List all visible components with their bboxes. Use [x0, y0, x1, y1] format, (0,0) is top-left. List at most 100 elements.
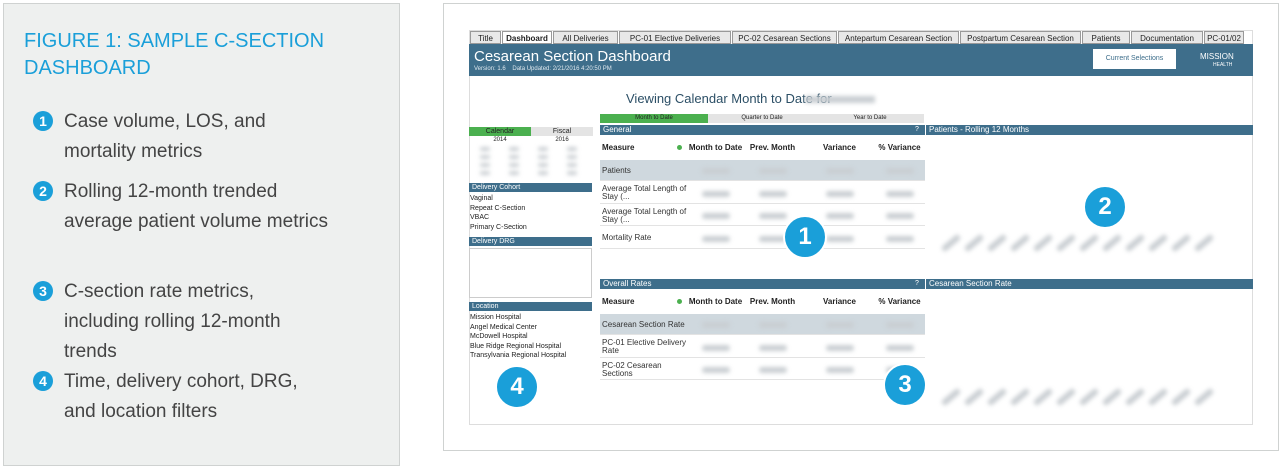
- item-number: 1: [33, 111, 53, 131]
- tab: Documentation: [1131, 31, 1203, 44]
- blur-value: [886, 168, 914, 174]
- tab: Antepartum Cesarean Section: [838, 31, 959, 44]
- item-text: Rolling 12-month trended average patient…: [64, 181, 329, 232]
- tab: Postpartum Cesarean Section: [960, 31, 1081, 44]
- calendar-tab: Calendar: [469, 127, 531, 136]
- filter-item: Blue Ridge Regional Hospital: [470, 342, 562, 350]
- item-text: C-section rate metrics, including rollin…: [64, 281, 281, 362]
- period-tab: Quarter to Date: [708, 114, 816, 123]
- blur-value: [826, 235, 854, 242]
- filter-header: Delivery DRG: [469, 237, 592, 246]
- blur-cell: [567, 147, 577, 151]
- blur-value: [886, 344, 914, 351]
- column-header: % Variance: [878, 296, 921, 306]
- blur-cell: [538, 163, 548, 167]
- item-number: 3: [33, 281, 53, 301]
- blur-value: [886, 213, 914, 219]
- blur-cell: [509, 163, 519, 167]
- blur-value: [886, 322, 914, 328]
- tab: PC-01/02: [1204, 31, 1244, 44]
- callout: 3: [883, 363, 927, 407]
- row-label: Cesarean Section Rate: [602, 319, 685, 329]
- tab: Patients: [1082, 31, 1130, 44]
- dashboard-title: Cesarean Section Dashboard: [474, 48, 671, 65]
- blur-text: [805, 96, 875, 103]
- filter-item: Mission Hospital: [470, 314, 521, 321]
- column-header: Prev. Month: [749, 296, 796, 306]
- blur-value: [702, 168, 730, 174]
- callout: 1: [783, 215, 827, 259]
- filter-header: Delivery Cohort: [469, 183, 592, 192]
- item-text: Time, delivery cohort, DRG, and location…: [64, 371, 298, 422]
- status-dot: [677, 145, 682, 150]
- filter-item: VBAC: [470, 214, 490, 221]
- column-header: Prev. Month: [749, 142, 796, 152]
- blur-cell: [509, 147, 519, 151]
- logo: MISSION: [1200, 52, 1234, 61]
- row-label: Patients: [602, 165, 631, 175]
- blur-value: [826, 322, 854, 328]
- callout: 4: [495, 365, 539, 409]
- chart-header: Cesarean Section Rate: [926, 279, 1253, 289]
- blur-cell: [509, 171, 519, 175]
- blur-value: [702, 235, 730, 242]
- row-label: Average Total Length of Stay (...: [602, 206, 687, 224]
- row-label: Average Total Length of Stay (...: [602, 184, 687, 201]
- tab: PC-01 Elective Deliveries: [619, 31, 731, 44]
- blur-value: [702, 213, 730, 219]
- row-label: PC-01 Elective Delivery Rate: [602, 338, 687, 355]
- logo: HEALTH: [1213, 62, 1233, 68]
- filter-item: McDowell Hospital: [470, 333, 528, 340]
- filter-list: [469, 248, 592, 298]
- blur-cell: [538, 147, 548, 151]
- column-header: % Variance: [878, 142, 921, 152]
- blur-value: [886, 190, 914, 197]
- calendar-tab: Fiscal: [531, 127, 593, 136]
- blur-cell: [538, 155, 548, 159]
- row-label: Mortality Rate: [602, 233, 652, 242]
- column-header: Variance: [823, 142, 856, 152]
- blur-cell: [480, 163, 490, 167]
- blur-value: [886, 235, 914, 242]
- filter-item: Repeat C-Section: [470, 204, 526, 212]
- blur-cell: [509, 155, 519, 159]
- blur-value: [826, 367, 854, 373]
- tab: Title: [470, 31, 501, 44]
- blur-value: [826, 190, 854, 197]
- blur-cell: [567, 163, 577, 167]
- tab: PC-02 Cesarean Sections: [732, 31, 837, 44]
- item-number: 4: [33, 371, 53, 391]
- blur-value: [702, 322, 730, 328]
- blur-value: [759, 190, 787, 197]
- blur-value: [759, 168, 787, 174]
- filter-item: Angel Medical Center: [470, 323, 537, 331]
- figure-title: FIGURE 1: SAMPLE C-SECTION DASHBOARD: [24, 30, 325, 79]
- screenshot-frame: [443, 3, 1279, 451]
- figure-panel: [3, 3, 400, 466]
- current-selections: Current Selections: [1093, 49, 1176, 69]
- blur-value: [826, 168, 854, 174]
- section-header: General: [600, 125, 925, 135]
- blur-value: [826, 344, 854, 351]
- blur-cell: [538, 171, 548, 175]
- blur-value: [759, 367, 787, 373]
- blur-value: [759, 235, 787, 242]
- calendar-year: 2016: [555, 137, 569, 143]
- blur-value: [702, 367, 730, 373]
- calendar-year: 2014: [493, 137, 507, 143]
- chart-header: Patients - Rolling 12 Months: [926, 125, 1253, 135]
- filter-item: Vaginal: [470, 195, 493, 202]
- section-header: Overall Rates: [600, 279, 925, 289]
- blur-value: [759, 322, 787, 328]
- callout: 2: [1083, 185, 1127, 229]
- blur-value: [826, 213, 854, 219]
- viewing: Viewing Calendar Month to Date for: [626, 91, 832, 106]
- help: ?: [915, 280, 919, 287]
- column-header: Month to Date: [688, 296, 743, 306]
- column-header: Measure: [602, 142, 635, 152]
- item-text: Case volume, LOS, and mortality metrics: [64, 111, 266, 162]
- blur-value: [702, 190, 730, 197]
- column-header: Variance: [823, 296, 856, 306]
- column-header: Month to Date: [688, 142, 743, 152]
